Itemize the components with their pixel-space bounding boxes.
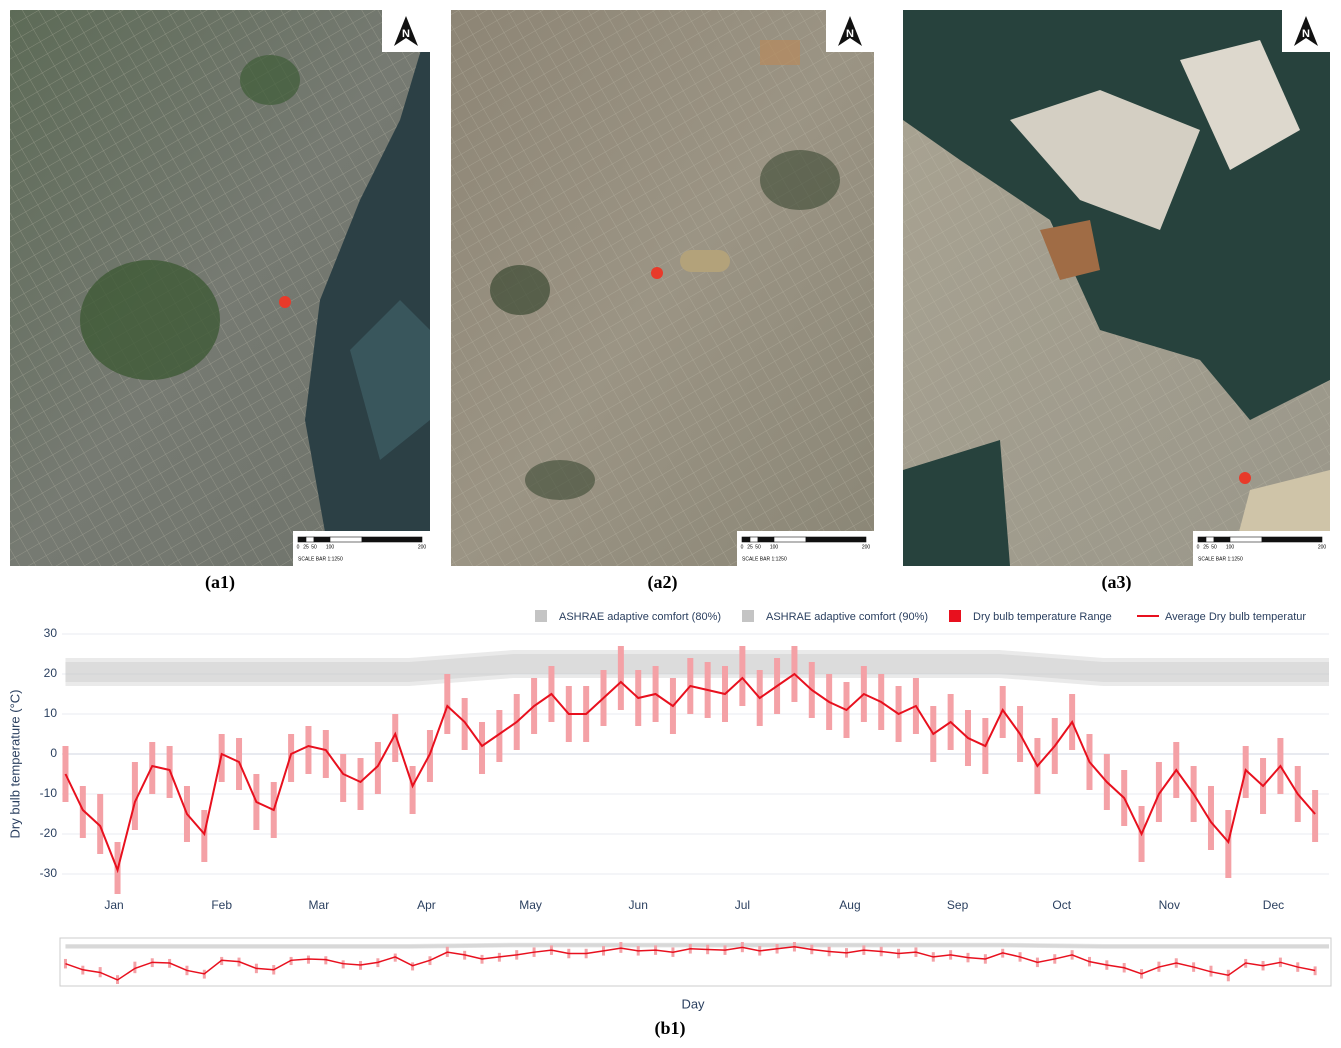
x-tick-label: Nov xyxy=(1159,898,1180,912)
x-tick-label: Jun xyxy=(629,898,648,912)
map-a1 xyxy=(10,10,430,566)
range-bar xyxy=(201,810,207,862)
scale-text: SCALE BAR 1:1250 xyxy=(298,556,343,562)
panel-label: (a2) xyxy=(648,572,678,593)
y-tick-label: 20 xyxy=(44,666,58,680)
scale-tick: 0 xyxy=(741,544,744,550)
map-a3 xyxy=(903,10,1330,566)
x-tick-label: Apr xyxy=(417,898,436,912)
scale-bar-segment xyxy=(774,537,806,542)
range-bar xyxy=(618,646,624,710)
scale-tick: 100 xyxy=(1226,544,1235,550)
scale-bar-segment xyxy=(298,537,306,542)
north-label: N xyxy=(846,28,854,40)
x-tick-label: Dec xyxy=(1263,898,1284,912)
scale-tick: 0 xyxy=(1197,544,1200,550)
legend-label: ASHRAE adaptive comfort (90%) xyxy=(766,611,928,623)
legend-label: Dry bulb temperature Range xyxy=(973,611,1112,623)
scale-tick: 50 xyxy=(311,544,317,550)
range-bar xyxy=(358,758,364,810)
range-bar xyxy=(1225,810,1231,878)
legend-swatch xyxy=(949,610,961,622)
scale-tick: 200 xyxy=(418,544,427,550)
y-axis-title: Dry bulb temperature (°C) xyxy=(7,690,22,839)
range-bar xyxy=(1312,790,1318,842)
legend-label: Average Dry bulb temperatur xyxy=(1165,611,1306,623)
x-tick-label: Jan xyxy=(104,898,123,912)
legend-label: ASHRAE adaptive comfort (80%) xyxy=(559,611,721,623)
y-tick-label: 0 xyxy=(50,746,57,760)
legend-swatch xyxy=(742,610,754,622)
x-axis-title: Day xyxy=(681,996,705,1011)
scale-tick: 50 xyxy=(1211,544,1217,550)
panel-label: (a1) xyxy=(205,572,235,593)
y-tick-label: -10 xyxy=(40,786,58,800)
panel-label: (b1) xyxy=(655,1018,686,1039)
x-tick-label: Jul xyxy=(735,898,750,912)
range-bar xyxy=(340,754,346,802)
legend-swatch xyxy=(535,610,547,622)
x-tick-label: Feb xyxy=(211,898,232,912)
scale-bar-segment xyxy=(758,537,774,542)
scale-tick: 50 xyxy=(755,544,761,550)
range-bar xyxy=(410,766,416,814)
scale-tick: 200 xyxy=(862,544,871,550)
scale-bar-segment xyxy=(1230,537,1262,542)
scale-bar-segment xyxy=(330,537,362,542)
x-tick-label: May xyxy=(519,898,542,912)
y-tick-label: 30 xyxy=(44,626,58,640)
scale-bar-segment xyxy=(1206,537,1214,542)
scale-bar-segment xyxy=(806,537,866,542)
range-bar xyxy=(305,726,311,774)
range-bar xyxy=(479,722,485,774)
figure: N02550100200SCALE BAR 1:1250(a1)N0255010… xyxy=(0,0,1341,1043)
scale-tick: 25 xyxy=(303,544,309,550)
scale-bar-segment xyxy=(362,537,422,542)
y-tick-label: -20 xyxy=(40,826,58,840)
x-tick-label: Sep xyxy=(947,898,969,912)
scale-text: SCALE BAR 1:1250 xyxy=(742,556,787,562)
scale-bar-segment xyxy=(742,537,750,542)
scale-tick: 25 xyxy=(1203,544,1209,550)
scale-bar-segment xyxy=(1214,537,1230,542)
north-label: N xyxy=(1302,28,1310,40)
range-bar xyxy=(444,674,450,734)
x-tick-label: Mar xyxy=(309,898,330,912)
scale-bar-segment xyxy=(314,537,330,542)
scale-bar-segment xyxy=(306,537,314,542)
scale-tick: 0 xyxy=(297,544,300,550)
scale-bar-segment xyxy=(1262,537,1322,542)
panel-label: (a3) xyxy=(1102,572,1132,593)
north-label: N xyxy=(402,28,410,40)
scale-tick: 100 xyxy=(770,544,779,550)
map-a2 xyxy=(451,10,874,566)
scale-bar-segment xyxy=(1198,537,1206,542)
scale-tick: 25 xyxy=(747,544,753,550)
scale-text: SCALE BAR 1:1250 xyxy=(1198,556,1243,562)
x-tick-label: Oct xyxy=(1052,898,1071,912)
scale-tick: 100 xyxy=(326,544,335,550)
scale-bar-segment xyxy=(750,537,758,542)
scale-tick: 200 xyxy=(1318,544,1327,550)
range-bar xyxy=(739,646,745,706)
y-tick-label: -30 xyxy=(40,866,58,880)
y-tick-label: 10 xyxy=(44,706,58,720)
x-tick-label: Aug xyxy=(839,898,860,912)
